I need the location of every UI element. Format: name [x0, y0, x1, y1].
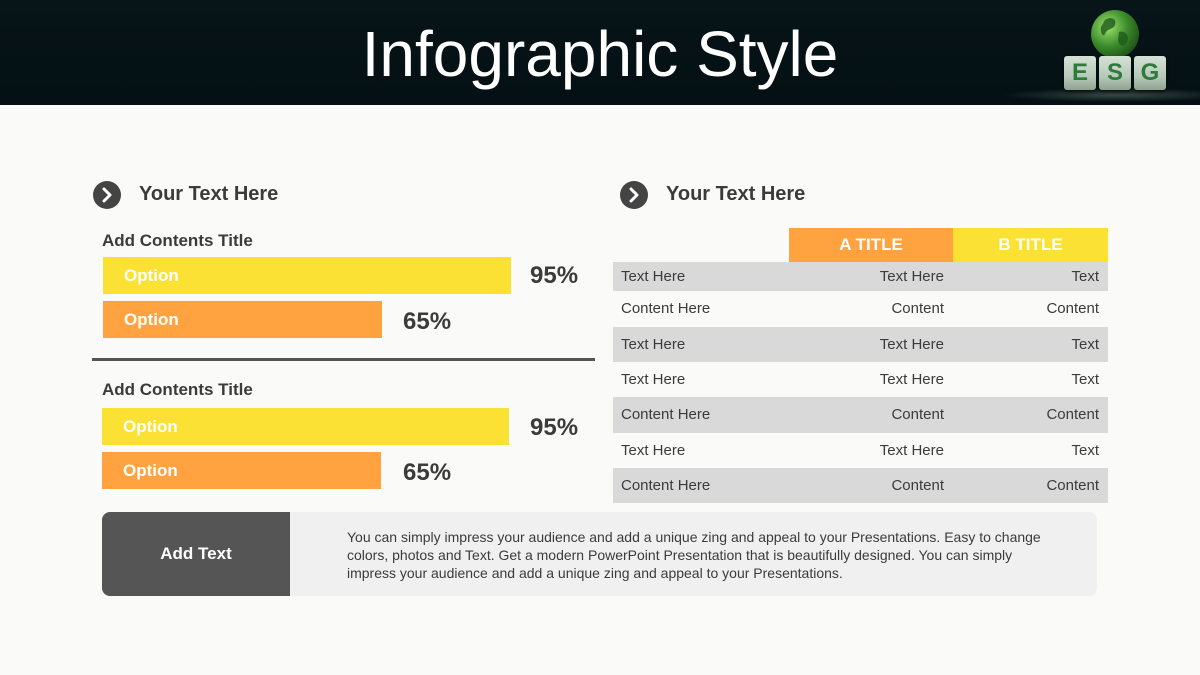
- group2-bar-1-percent: 95%: [530, 414, 579, 441]
- table-cell: Text: [1071, 371, 1099, 388]
- table-cell: Content: [891, 300, 944, 317]
- group1-title: Add Contents Title: [102, 231, 253, 250]
- table-cell: Text Here: [621, 336, 686, 353]
- table-row: Text Here Text Here Text: [613, 262, 1108, 291]
- section-divider: [92, 358, 595, 361]
- table-row: Text Here Text Here Text: [613, 362, 1108, 397]
- table-cell: Content Here: [621, 300, 711, 317]
- header-bar: Infographic Style E S G: [0, 0, 1200, 105]
- chevron-right-icon: [93, 181, 121, 209]
- table-row: Text Here Text Here Text: [613, 327, 1108, 362]
- right-section-title: Your Text Here: [666, 183, 806, 205]
- table-cell: Text Here: [879, 371, 944, 388]
- table-row: Text Here Text Here Text: [613, 433, 1108, 468]
- table-cell: Content Here: [621, 406, 711, 423]
- table-cell: Text Here: [879, 336, 944, 353]
- table-cell: Text Here: [621, 268, 686, 285]
- table-cell: Content: [1046, 406, 1099, 423]
- table-header: A TITLE B TITLE: [613, 228, 1108, 262]
- bottom-label: Add Text: [102, 512, 290, 596]
- table-cell: Content: [1046, 477, 1099, 494]
- logo-cube-s: S: [1099, 56, 1131, 90]
- chevron-right-icon: [620, 181, 648, 209]
- comparison-table: A TITLE B TITLE Text Here Text Here Text…: [613, 228, 1108, 503]
- logo-cube-e: E: [1064, 56, 1096, 90]
- table-row: Content Here Content Content: [613, 397, 1108, 433]
- table-cell: Content: [891, 406, 944, 423]
- esg-logo: E S G: [1002, 8, 1200, 102]
- table-cell: Text Here: [621, 371, 686, 388]
- table-header-b: B TITLE: [953, 228, 1108, 262]
- table-cell: Content: [1046, 300, 1099, 317]
- table-cell: Content: [891, 477, 944, 494]
- group1-bar-2: Option: [103, 301, 382, 338]
- group2-bar-1: Option: [102, 408, 509, 445]
- left-section-title: Your Text Here: [139, 183, 279, 205]
- table-cell: Text Here: [879, 268, 944, 285]
- logo-cube-g: G: [1134, 56, 1166, 90]
- table-cell: Text: [1071, 268, 1099, 285]
- bottom-body-text: You can simply impress your audience and…: [347, 529, 1041, 581]
- page-title: Infographic Style: [361, 18, 839, 90]
- group1-bar-1-percent: 95%: [530, 262, 579, 289]
- table-cell: Content Here: [621, 477, 711, 494]
- group1-bar-2-percent: 65%: [403, 308, 452, 335]
- group2-bar-2: Option: [102, 452, 381, 489]
- group2-title: Add Contents Title: [102, 380, 253, 399]
- group1-bar-1: Option: [103, 257, 511, 294]
- table-cell: Text: [1071, 442, 1099, 459]
- table-cell: Text: [1071, 336, 1099, 353]
- bottom-text-box: Add Text You can simply impress your aud…: [102, 512, 1097, 596]
- group2-bar-2-percent: 65%: [403, 459, 452, 486]
- table-row: Content Here Content Content: [613, 468, 1108, 503]
- table-cell: Text Here: [879, 442, 944, 459]
- table-row: Content Here Content Content: [613, 291, 1108, 327]
- table-cell: Text Here: [621, 442, 686, 459]
- globe-icon: [1091, 10, 1139, 58]
- logo-shadow: [1002, 88, 1200, 102]
- table-header-a: A TITLE: [789, 228, 953, 262]
